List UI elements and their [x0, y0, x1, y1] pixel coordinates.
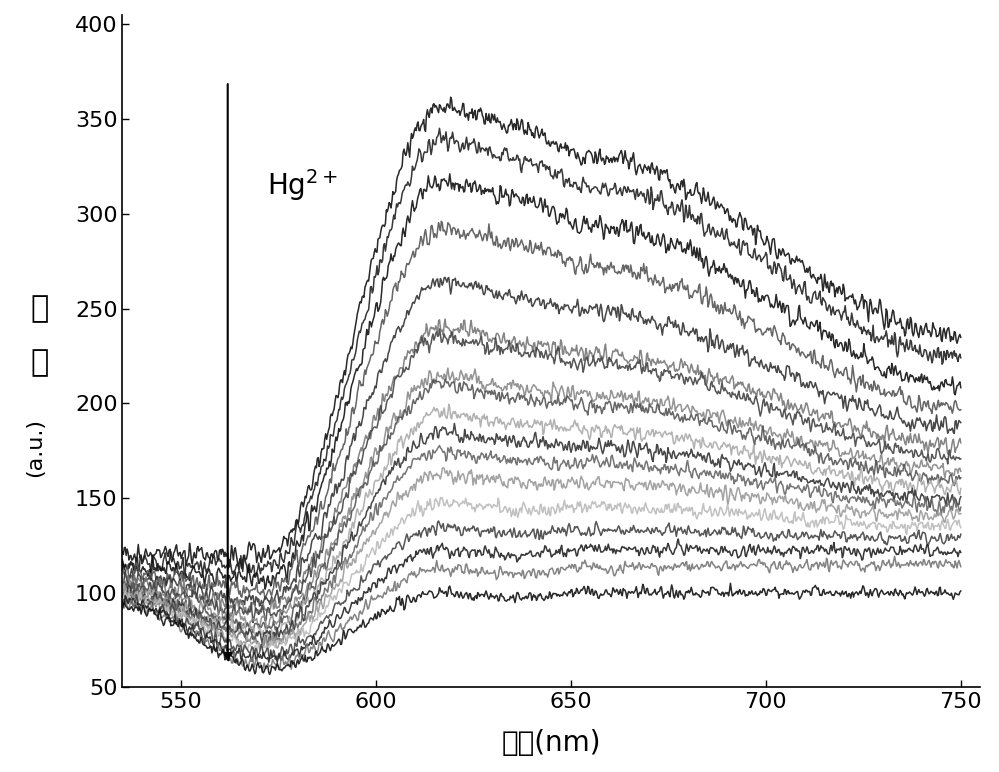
Text: 度: 度 [31, 348, 49, 378]
Text: (a.u.): (a.u.) [25, 418, 45, 477]
Text: 强: 强 [31, 294, 49, 323]
Text: Hg$^{2+}$: Hg$^{2+}$ [267, 167, 338, 203]
X-axis label: 波长(nm): 波长(nm) [501, 729, 601, 757]
